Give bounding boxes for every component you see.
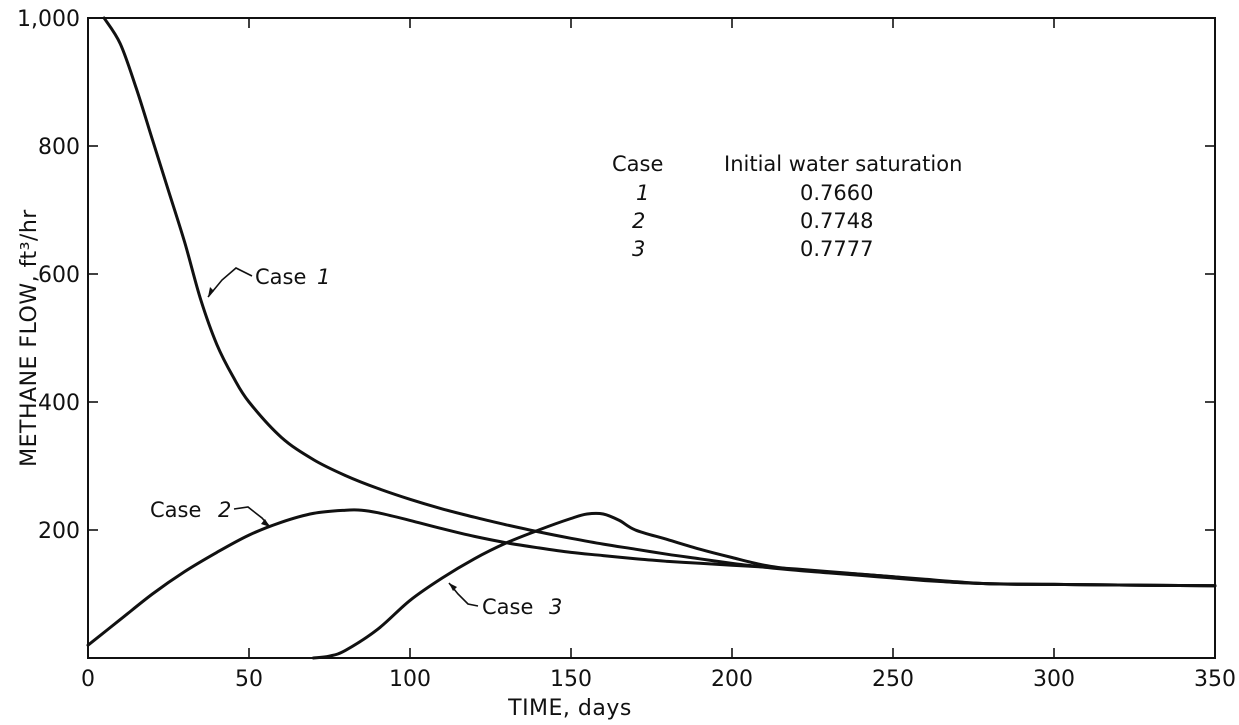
legend-row-1-value: 0.7660 (800, 181, 873, 205)
annotation-case-3-arrowhead (449, 583, 457, 591)
annotation-case-2-word: Case (150, 498, 201, 522)
legend-row-3-value: 0.7777 (800, 237, 873, 261)
axis-tick-labels: 0 50 100 150 200 250 300 350 200 400 600 800 1,000 (17, 7, 1236, 692)
legend-table: Case Initial water saturation 1 0.7660 2… (612, 152, 962, 261)
x-tick-label: 0 (81, 667, 95, 692)
annotation-case-1-number: 1 (317, 265, 330, 289)
x-tick-label: 250 (872, 667, 914, 692)
y-axis-title: METHANE FLOW, ft³/hr (17, 209, 42, 467)
legend-row-1-case: 1 (636, 181, 649, 205)
annotation-case-1-leader (207, 267, 253, 298)
series-line-case-3 (311, 511, 1217, 660)
y-tick-label: 1,000 (17, 7, 80, 32)
legend-header-saturation: Initial water saturation (724, 152, 962, 176)
y-tick-label: 600 (38, 263, 80, 288)
plot-frame (87, 17, 1216, 659)
x-tick-label: 350 (1194, 667, 1236, 692)
legend-row-3-case: 3 (632, 237, 645, 261)
x-tick-label: 150 (550, 667, 592, 692)
y-tick-label: 400 (38, 391, 80, 416)
legend-row-2-case: 2 (632, 209, 645, 233)
x-tick-label: 300 (1033, 667, 1075, 692)
series-line-case-1 (102, 16, 1217, 588)
series-line-case-2 (86, 508, 1217, 647)
legend-row-2-value: 0.7748 (800, 209, 873, 233)
annotation-case-3-word: Case (482, 595, 533, 619)
axis-ticks (88, 18, 1215, 658)
y-tick-label: 200 (38, 519, 80, 544)
x-tick-label: 50 (235, 667, 263, 692)
series-lines (86, 16, 1217, 660)
x-tick-label: 200 (711, 667, 753, 692)
annotation-case-1-arrowhead (208, 287, 214, 297)
annotation-case-1-word: Case (255, 265, 306, 289)
annotation-case-2-arrowhead (261, 519, 270, 527)
x-tick-label: 100 (389, 667, 431, 692)
y-tick-label: 800 (38, 135, 80, 160)
annotation-case-2: Case 2 (150, 498, 271, 528)
legend-header-case: Case (612, 152, 663, 176)
annotation-case-3-number: 3 (549, 595, 562, 619)
x-axis-title: TIME, days (507, 696, 632, 721)
annotation-case-3: Case 3 (448, 582, 562, 619)
annotation-case-1: Case 1 (207, 265, 330, 298)
annotation-case-2-number: 2 (218, 498, 231, 522)
